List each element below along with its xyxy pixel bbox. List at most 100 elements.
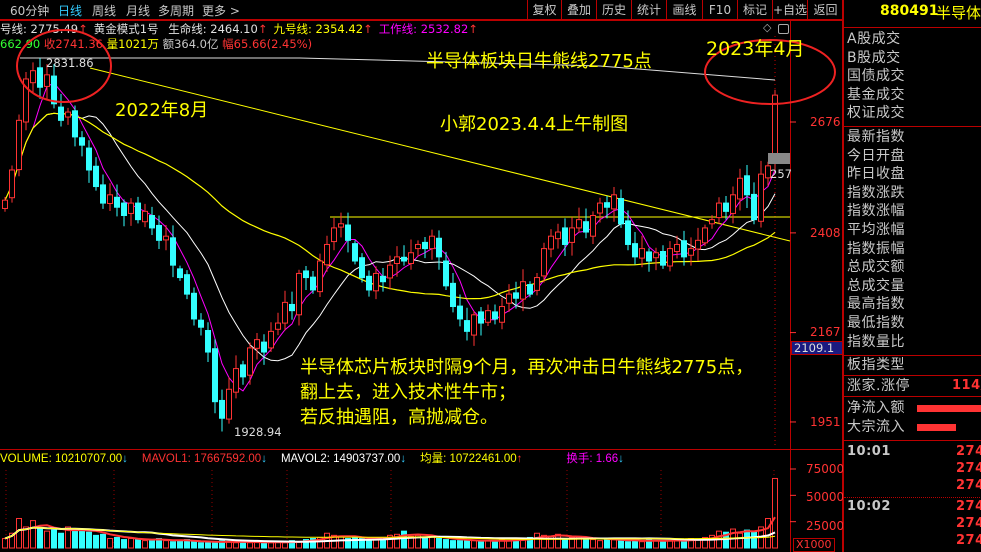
toggle-panel-icon[interactable] bbox=[778, 24, 789, 34]
volume-bar bbox=[65, 526, 71, 549]
candle-down bbox=[478, 311, 484, 324]
panel-label: 指数量比 bbox=[847, 333, 905, 350]
f10-button[interactable]: F10 bbox=[702, 0, 737, 20]
candle-down bbox=[177, 268, 183, 279]
candle-up bbox=[373, 272, 379, 292]
volume-tick: 75000 bbox=[806, 462, 845, 476]
volume-bar bbox=[198, 542, 204, 549]
volume-bar bbox=[86, 531, 92, 549]
volume-bar bbox=[597, 540, 603, 549]
tab-60min[interactable]: 60分钟 bbox=[10, 4, 50, 18]
volume-bar bbox=[681, 540, 687, 549]
candle-up bbox=[730, 194, 736, 214]
price-tick: 1951 bbox=[810, 415, 841, 429]
volume-unit: X1000 bbox=[793, 538, 835, 552]
candle-down bbox=[646, 251, 652, 262]
price-tick: 2676 bbox=[810, 115, 841, 129]
candle-up bbox=[233, 368, 239, 393]
volume-bar bbox=[527, 536, 533, 549]
candle-up bbox=[429, 235, 435, 250]
overlay-button[interactable]: 叠加 bbox=[561, 0, 596, 20]
mavol1-line bbox=[4, 516, 776, 544]
volume-indicator-text: MAVOL1: 17667592.00 bbox=[141, 453, 262, 465]
tab-monthly[interactable]: 月线 bbox=[126, 4, 151, 18]
arrow-down-icon: ↓ bbox=[618, 453, 624, 465]
candle-down bbox=[464, 320, 470, 332]
candle-down bbox=[212, 348, 218, 403]
rise-count: 114/ bbox=[952, 378, 981, 393]
candle-up bbox=[226, 388, 232, 420]
volume-bar bbox=[142, 540, 148, 549]
volume-bar bbox=[394, 533, 400, 549]
candle-up bbox=[387, 264, 393, 279]
tab-daily[interactable]: 日线 bbox=[58, 4, 83, 18]
back-button[interactable]: 返回 bbox=[807, 0, 843, 20]
candle-down bbox=[51, 75, 57, 105]
candle-up bbox=[331, 227, 337, 243]
candle-down bbox=[184, 274, 190, 295]
candle-up bbox=[23, 78, 29, 123]
volume-bar bbox=[590, 539, 596, 549]
candle-up bbox=[9, 169, 15, 199]
arrow-up-icon: ↑ bbox=[257, 22, 268, 36]
volume-bar bbox=[737, 532, 743, 549]
candle-down bbox=[86, 147, 92, 171]
volume-bar bbox=[632, 540, 638, 549]
candle-up bbox=[534, 277, 540, 291]
stats-button[interactable]: 统计 bbox=[631, 0, 666, 20]
volume-bar bbox=[534, 532, 540, 549]
volume-bar bbox=[247, 542, 253, 549]
volume-bar bbox=[233, 542, 239, 549]
volume-bar bbox=[408, 535, 414, 549]
candle-up bbox=[415, 243, 421, 250]
indicator-label: 生命线: bbox=[168, 22, 207, 36]
candle-down bbox=[723, 202, 729, 212]
panel-label: 国债成交 bbox=[847, 68, 905, 84]
close-value: 2741.36 bbox=[55, 37, 103, 51]
panel-label: 平均涨幅 bbox=[847, 222, 905, 238]
candle-down bbox=[170, 237, 176, 266]
candle-down bbox=[450, 282, 456, 308]
change-label: 幅 bbox=[222, 37, 234, 51]
candle-down bbox=[191, 292, 197, 320]
volume-bar bbox=[93, 534, 99, 549]
highlight-ellipse bbox=[704, 39, 836, 105]
panel-label: 板指类型 bbox=[847, 357, 905, 373]
volume-bar bbox=[100, 533, 106, 549]
diamond-icon[interactable]: ◇ bbox=[763, 21, 772, 34]
add-watchlist-button[interactable]: +自选 bbox=[772, 0, 807, 20]
annotation-comment-3: 若反抽遇阻，高抛减仓。 bbox=[300, 407, 498, 428]
candle-up bbox=[338, 223, 344, 228]
adjust-button[interactable]: 复权 bbox=[527, 0, 561, 20]
panel-label: 权证成交 bbox=[847, 105, 905, 121]
indicator-label: 黄金模式1号 bbox=[93, 22, 159, 36]
volume-bar bbox=[205, 542, 211, 549]
volume-bar bbox=[366, 539, 372, 549]
tick-value: 274 bbox=[956, 516, 981, 531]
candle-up bbox=[408, 252, 414, 264]
history-button[interactable]: 历史 bbox=[596, 0, 631, 20]
candle-down bbox=[345, 224, 351, 241]
last-price-mark: 257 bbox=[770, 167, 792, 181]
mark-button[interactable]: 标记 bbox=[737, 0, 772, 20]
tab-multi-period[interactable]: 多周期 bbox=[158, 4, 195, 18]
panel-label: 最新指数 bbox=[847, 129, 905, 145]
indicator-item: 九号线: 2354.42↑ bbox=[273, 22, 372, 36]
candle-down bbox=[443, 260, 449, 287]
indicator-value: 2354.42 bbox=[315, 22, 364, 36]
volume-bar bbox=[625, 541, 631, 549]
draw-button[interactable]: 画线 bbox=[666, 0, 702, 20]
amount-label: 额 bbox=[162, 37, 175, 51]
candle-up bbox=[716, 202, 722, 219]
tab-weekly[interactable]: 周线 bbox=[92, 4, 117, 18]
panel-label: 指数振幅 bbox=[847, 240, 905, 257]
tab-more[interactable]: 更多 > bbox=[202, 4, 240, 18]
candle-down bbox=[632, 243, 638, 258]
volume-bar bbox=[44, 530, 50, 549]
indicator-label: 号线: bbox=[0, 22, 27, 36]
indicator-value: 2464.10 bbox=[210, 22, 258, 36]
candle-down bbox=[100, 184, 106, 204]
indicator-label: 九号线: bbox=[273, 22, 312, 36]
volume-bar bbox=[58, 532, 64, 549]
